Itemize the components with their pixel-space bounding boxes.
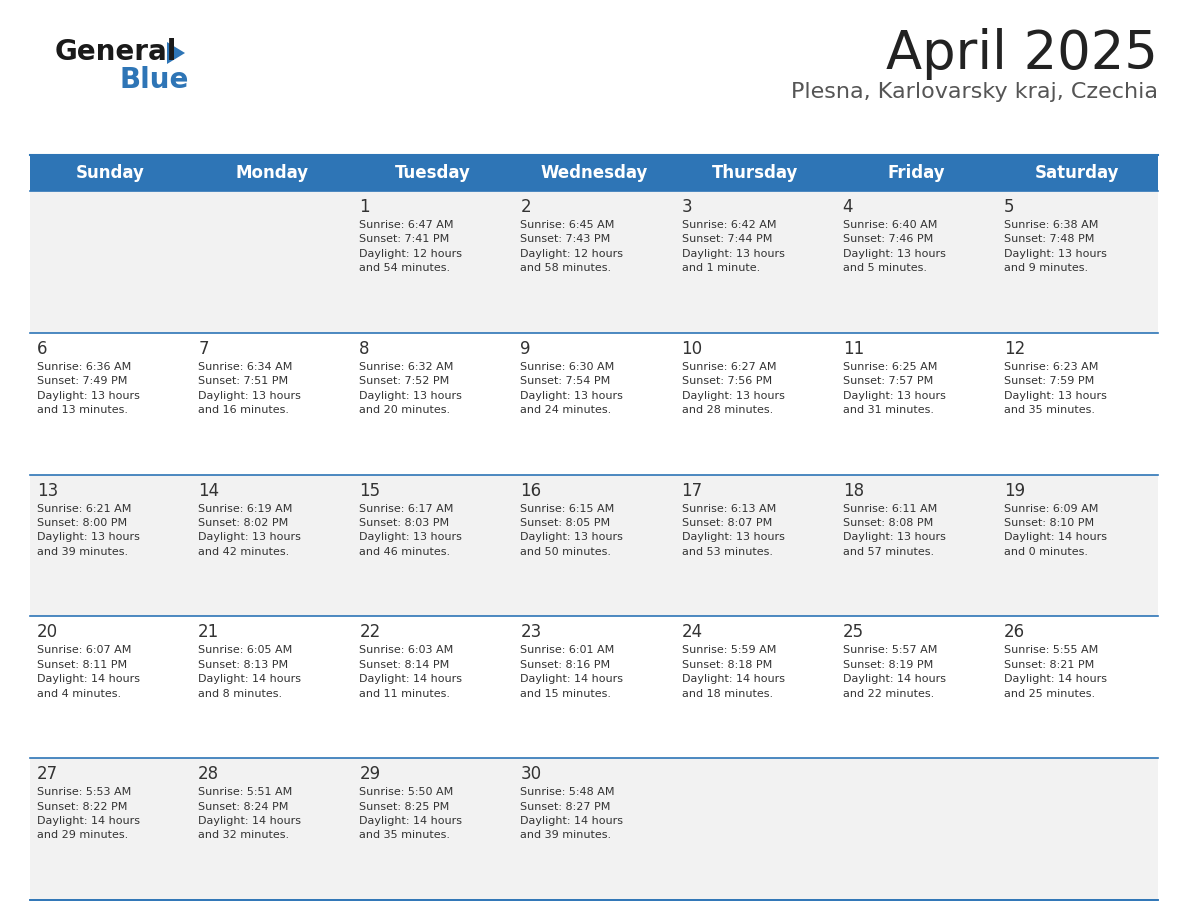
Text: Sunrise: 6:07 AM
Sunset: 8:11 PM
Daylight: 14 hours
and 4 minutes.: Sunrise: 6:07 AM Sunset: 8:11 PM Dayligh… (37, 645, 140, 699)
Text: General: General (55, 38, 177, 66)
Text: Sunrise: 6:11 AM
Sunset: 8:08 PM
Daylight: 13 hours
and 57 minutes.: Sunrise: 6:11 AM Sunset: 8:08 PM Dayligh… (842, 504, 946, 557)
Text: Sunrise: 5:55 AM
Sunset: 8:21 PM
Daylight: 14 hours
and 25 minutes.: Sunrise: 5:55 AM Sunset: 8:21 PM Dayligh… (1004, 645, 1107, 699)
Text: 21: 21 (198, 623, 220, 642)
Text: 23: 23 (520, 623, 542, 642)
Text: April 2025: April 2025 (886, 28, 1158, 80)
Text: Sunrise: 6:32 AM
Sunset: 7:52 PM
Daylight: 13 hours
and 20 minutes.: Sunrise: 6:32 AM Sunset: 7:52 PM Dayligh… (359, 362, 462, 415)
Bar (30, 155, 1158, 191)
Bar (30, 758, 1158, 900)
Text: 20: 20 (37, 623, 58, 642)
Text: Sunrise: 6:38 AM
Sunset: 7:48 PM
Daylight: 13 hours
and 9 minutes.: Sunrise: 6:38 AM Sunset: 7:48 PM Dayligh… (1004, 220, 1107, 274)
Text: 3: 3 (682, 198, 693, 216)
Text: Thursday: Thursday (712, 164, 798, 182)
Text: Tuesday: Tuesday (394, 164, 470, 182)
Text: 9: 9 (520, 340, 531, 358)
Text: Sunrise: 6:15 AM
Sunset: 8:05 PM
Daylight: 13 hours
and 50 minutes.: Sunrise: 6:15 AM Sunset: 8:05 PM Dayligh… (520, 504, 624, 557)
Text: 8: 8 (359, 340, 369, 358)
Text: Friday: Friday (887, 164, 946, 182)
Text: 30: 30 (520, 766, 542, 783)
Text: Sunrise: 5:57 AM
Sunset: 8:19 PM
Daylight: 14 hours
and 22 minutes.: Sunrise: 5:57 AM Sunset: 8:19 PM Dayligh… (842, 645, 946, 699)
Text: 17: 17 (682, 482, 702, 499)
Text: Sunrise: 6:05 AM
Sunset: 8:13 PM
Daylight: 14 hours
and 8 minutes.: Sunrise: 6:05 AM Sunset: 8:13 PM Dayligh… (198, 645, 301, 699)
Text: 29: 29 (359, 766, 380, 783)
Text: Sunrise: 6:01 AM
Sunset: 8:16 PM
Daylight: 14 hours
and 15 minutes.: Sunrise: 6:01 AM Sunset: 8:16 PM Dayligh… (520, 645, 624, 699)
Text: Wednesday: Wednesday (541, 164, 647, 182)
Text: 26: 26 (1004, 623, 1025, 642)
Text: Sunrise: 6:42 AM
Sunset: 7:44 PM
Daylight: 13 hours
and 1 minute.: Sunrise: 6:42 AM Sunset: 7:44 PM Dayligh… (682, 220, 784, 274)
Text: Sunrise: 6:17 AM
Sunset: 8:03 PM
Daylight: 13 hours
and 46 minutes.: Sunrise: 6:17 AM Sunset: 8:03 PM Dayligh… (359, 504, 462, 557)
Text: Sunrise: 5:48 AM
Sunset: 8:27 PM
Daylight: 14 hours
and 39 minutes.: Sunrise: 5:48 AM Sunset: 8:27 PM Dayligh… (520, 788, 624, 840)
Text: Sunrise: 6:30 AM
Sunset: 7:54 PM
Daylight: 13 hours
and 24 minutes.: Sunrise: 6:30 AM Sunset: 7:54 PM Dayligh… (520, 362, 624, 415)
Bar (30, 333, 1158, 475)
Text: 6: 6 (37, 340, 48, 358)
Text: 1: 1 (359, 198, 369, 216)
Text: Sunrise: 6:47 AM
Sunset: 7:41 PM
Daylight: 12 hours
and 54 minutes.: Sunrise: 6:47 AM Sunset: 7:41 PM Dayligh… (359, 220, 462, 274)
Text: Sunrise: 6:27 AM
Sunset: 7:56 PM
Daylight: 13 hours
and 28 minutes.: Sunrise: 6:27 AM Sunset: 7:56 PM Dayligh… (682, 362, 784, 415)
Text: 12: 12 (1004, 340, 1025, 358)
Text: Sunrise: 6:19 AM
Sunset: 8:02 PM
Daylight: 13 hours
and 42 minutes.: Sunrise: 6:19 AM Sunset: 8:02 PM Dayligh… (198, 504, 301, 557)
Text: 18: 18 (842, 482, 864, 499)
Text: Sunrise: 6:40 AM
Sunset: 7:46 PM
Daylight: 13 hours
and 5 minutes.: Sunrise: 6:40 AM Sunset: 7:46 PM Dayligh… (842, 220, 946, 274)
Text: Sunrise: 6:25 AM
Sunset: 7:57 PM
Daylight: 13 hours
and 31 minutes.: Sunrise: 6:25 AM Sunset: 7:57 PM Dayligh… (842, 362, 946, 415)
Text: 24: 24 (682, 623, 702, 642)
Bar (30, 616, 1158, 758)
Text: Sunrise: 6:21 AM
Sunset: 8:00 PM
Daylight: 13 hours
and 39 minutes.: Sunrise: 6:21 AM Sunset: 8:00 PM Dayligh… (37, 504, 140, 557)
Text: Sunday: Sunday (76, 164, 145, 182)
Text: Sunrise: 6:34 AM
Sunset: 7:51 PM
Daylight: 13 hours
and 16 minutes.: Sunrise: 6:34 AM Sunset: 7:51 PM Dayligh… (198, 362, 301, 415)
Text: Plesna, Karlovarsky kraj, Czechia: Plesna, Karlovarsky kraj, Czechia (791, 82, 1158, 102)
Text: 27: 27 (37, 766, 58, 783)
Text: Sunrise: 5:53 AM
Sunset: 8:22 PM
Daylight: 14 hours
and 29 minutes.: Sunrise: 5:53 AM Sunset: 8:22 PM Dayligh… (37, 788, 140, 840)
Text: Blue: Blue (120, 66, 189, 94)
Text: 25: 25 (842, 623, 864, 642)
Text: Monday: Monday (235, 164, 308, 182)
Text: Sunrise: 6:23 AM
Sunset: 7:59 PM
Daylight: 13 hours
and 35 minutes.: Sunrise: 6:23 AM Sunset: 7:59 PM Dayligh… (1004, 362, 1107, 415)
Text: 13: 13 (37, 482, 58, 499)
Text: 28: 28 (198, 766, 220, 783)
Text: 4: 4 (842, 198, 853, 216)
Text: 22: 22 (359, 623, 380, 642)
Text: Saturday: Saturday (1035, 164, 1119, 182)
Text: 5: 5 (1004, 198, 1015, 216)
Text: Sunrise: 5:51 AM
Sunset: 8:24 PM
Daylight: 14 hours
and 32 minutes.: Sunrise: 5:51 AM Sunset: 8:24 PM Dayligh… (198, 788, 301, 840)
Polygon shape (168, 42, 185, 64)
Text: Sunrise: 6:45 AM
Sunset: 7:43 PM
Daylight: 12 hours
and 58 minutes.: Sunrise: 6:45 AM Sunset: 7:43 PM Dayligh… (520, 220, 624, 274)
Text: 15: 15 (359, 482, 380, 499)
Text: Sunrise: 6:03 AM
Sunset: 8:14 PM
Daylight: 14 hours
and 11 minutes.: Sunrise: 6:03 AM Sunset: 8:14 PM Dayligh… (359, 645, 462, 699)
Text: Sunrise: 6:09 AM
Sunset: 8:10 PM
Daylight: 14 hours
and 0 minutes.: Sunrise: 6:09 AM Sunset: 8:10 PM Dayligh… (1004, 504, 1107, 557)
Bar (30, 191, 1158, 333)
Text: Sunrise: 5:59 AM
Sunset: 8:18 PM
Daylight: 14 hours
and 18 minutes.: Sunrise: 5:59 AM Sunset: 8:18 PM Dayligh… (682, 645, 784, 699)
Text: 14: 14 (198, 482, 220, 499)
Text: 16: 16 (520, 482, 542, 499)
Text: 7: 7 (198, 340, 209, 358)
Bar (30, 475, 1158, 616)
Text: Sunrise: 5:50 AM
Sunset: 8:25 PM
Daylight: 14 hours
and 35 minutes.: Sunrise: 5:50 AM Sunset: 8:25 PM Dayligh… (359, 788, 462, 840)
Text: 11: 11 (842, 340, 864, 358)
Text: 10: 10 (682, 340, 702, 358)
Text: 19: 19 (1004, 482, 1025, 499)
Text: Sunrise: 6:36 AM
Sunset: 7:49 PM
Daylight: 13 hours
and 13 minutes.: Sunrise: 6:36 AM Sunset: 7:49 PM Dayligh… (37, 362, 140, 415)
Text: Sunrise: 6:13 AM
Sunset: 8:07 PM
Daylight: 13 hours
and 53 minutes.: Sunrise: 6:13 AM Sunset: 8:07 PM Dayligh… (682, 504, 784, 557)
Text: 2: 2 (520, 198, 531, 216)
